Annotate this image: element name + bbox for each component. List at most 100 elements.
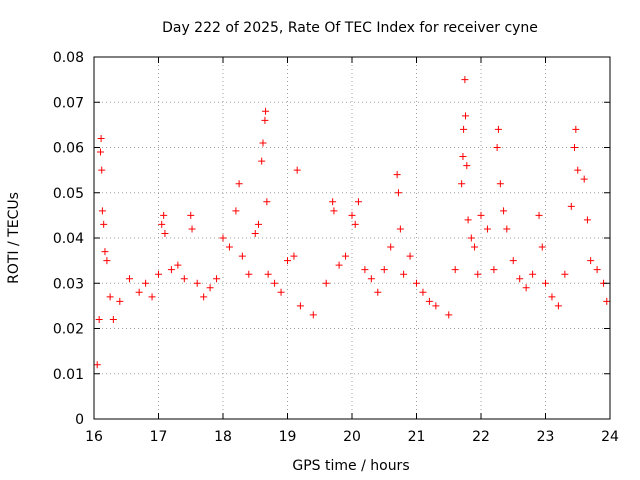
data-point — [96, 148, 104, 156]
data-point — [158, 220, 166, 228]
data-point — [200, 293, 208, 301]
data-point — [451, 266, 459, 274]
data-point — [561, 270, 569, 278]
data-point — [425, 297, 433, 305]
data-point — [271, 279, 279, 287]
data-point — [342, 252, 350, 260]
x-tick-label: 21 — [408, 429, 426, 445]
data-point — [406, 252, 414, 260]
data-point — [354, 198, 362, 206]
x-tick-label: 16 — [85, 429, 103, 445]
data-point — [494, 125, 502, 133]
data-point — [572, 125, 580, 133]
data-point — [95, 315, 103, 323]
data-point — [490, 266, 498, 274]
data-point — [593, 266, 601, 274]
data-point — [348, 211, 356, 219]
x-tick-label: 20 — [343, 429, 361, 445]
data-point — [155, 270, 162, 278]
data-point — [538, 243, 546, 251]
data-point — [98, 207, 106, 215]
data-point — [516, 275, 524, 283]
data-point — [187, 211, 195, 219]
y-tick-label: 0.01 — [53, 367, 84, 383]
data-point — [103, 257, 111, 265]
data-point — [474, 270, 482, 278]
y-tick-label: 0.07 — [53, 95, 84, 111]
data-point — [174, 261, 182, 269]
y-tick-label: 0.03 — [53, 276, 84, 292]
x-tick-label: 22 — [472, 429, 490, 445]
data-point — [464, 216, 472, 224]
x-axis-label: GPS time / hours — [292, 458, 409, 474]
data-point — [548, 293, 556, 301]
data-point — [160, 211, 168, 219]
data-point — [462, 112, 470, 120]
data-point — [445, 311, 453, 319]
grid-lines — [94, 57, 610, 419]
data-point — [500, 207, 508, 215]
data-point — [238, 252, 246, 260]
data-point — [100, 220, 108, 228]
data-point — [330, 207, 338, 215]
data-point — [529, 270, 537, 278]
data-point — [387, 243, 395, 251]
data-point — [125, 275, 133, 283]
data-point — [225, 243, 233, 251]
data-point — [142, 279, 150, 287]
data-point — [413, 279, 420, 287]
data-point — [461, 76, 469, 84]
data-point — [467, 234, 475, 242]
data-point — [394, 189, 402, 197]
data-point — [335, 261, 343, 269]
data-point — [97, 134, 105, 142]
y-tick-label: 0.02 — [53, 322, 84, 338]
data-point — [400, 270, 408, 278]
data-point — [580, 175, 588, 183]
x-tick-label: 24 — [601, 429, 619, 445]
y-tick-label: 0.06 — [53, 141, 84, 157]
data-point — [459, 153, 467, 161]
data-point — [361, 266, 369, 274]
data-point — [293, 166, 301, 174]
data-point — [180, 275, 188, 283]
data-point — [206, 284, 214, 292]
data-point — [396, 225, 404, 233]
data-point — [101, 248, 109, 256]
data-point — [587, 257, 595, 265]
data-point — [535, 211, 543, 219]
data-point — [258, 157, 266, 165]
data-point — [493, 144, 501, 151]
x-tick-labels: 16 17 18 19 20 21 22 23 24 — [85, 429, 619, 445]
data-point — [603, 297, 611, 305]
y-axis-label: ROTI / TECUs — [6, 192, 22, 284]
x-tick-label: 17 — [150, 429, 168, 445]
x-tick-label: 19 — [279, 429, 297, 445]
data-point — [235, 180, 243, 188]
data-point — [98, 166, 106, 174]
data-point — [188, 225, 196, 233]
data-point — [571, 144, 579, 151]
data-point — [261, 116, 269, 124]
data-point — [374, 288, 382, 296]
data-point — [380, 266, 388, 274]
y-tick-label: 0.08 — [53, 50, 84, 66]
data-point — [193, 279, 201, 287]
y-tick-label: 0.05 — [53, 186, 84, 202]
data-point — [522, 284, 530, 292]
data-point — [477, 211, 485, 219]
y-tick-label: 0.04 — [53, 231, 84, 247]
data-point — [245, 270, 253, 278]
data-point — [93, 361, 101, 369]
data-point — [322, 279, 330, 287]
data-point — [251, 229, 259, 237]
data-point — [419, 288, 427, 296]
data-point — [463, 162, 471, 170]
data-point — [106, 293, 114, 301]
x-tick-label: 23 — [537, 429, 555, 445]
data-point — [116, 297, 124, 305]
data-points — [93, 76, 611, 369]
data-point — [290, 252, 298, 260]
data-point — [351, 220, 359, 228]
